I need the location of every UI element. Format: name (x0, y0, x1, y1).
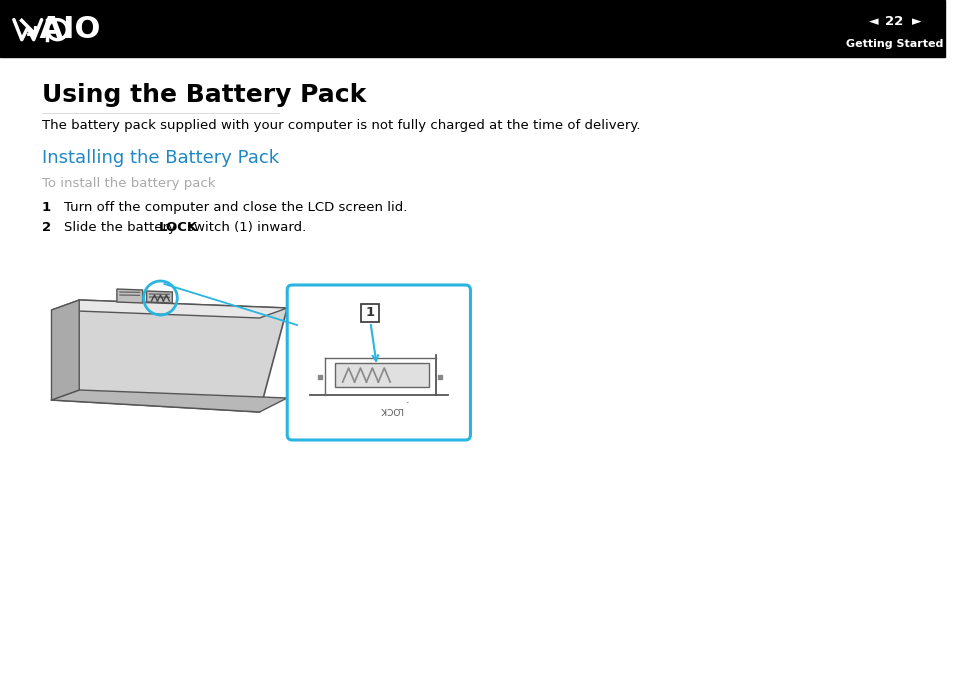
Text: switch (1) inward.: switch (1) inward. (182, 221, 306, 234)
Polygon shape (147, 291, 172, 303)
Text: The battery pack supplied with your computer is not fully charged at the time of: The battery pack supplied with your comp… (42, 119, 639, 132)
Polygon shape (51, 390, 287, 412)
FancyBboxPatch shape (287, 285, 470, 440)
Text: LOCK: LOCK (379, 405, 403, 414)
Text: Getting Started: Getting Started (844, 40, 942, 49)
Bar (361, 304, 379, 322)
Text: LOCK: LOCK (158, 221, 197, 234)
Text: ►: ► (911, 15, 921, 28)
Polygon shape (51, 300, 287, 412)
Text: Using the Battery Pack: Using the Battery Pack (42, 83, 365, 107)
Text: ↘AIO: ↘AIO (15, 15, 101, 44)
Polygon shape (117, 289, 142, 303)
Text: To install the battery pack: To install the battery pack (42, 177, 214, 190)
Polygon shape (51, 300, 287, 318)
Text: Installing the Battery Pack: Installing the Battery Pack (42, 149, 278, 167)
Bar (0, 0, 943, 57)
Text: 1: 1 (365, 307, 375, 319)
Text: Turn off the computer and close the LCD screen lid.: Turn off the computer and close the LCD … (64, 201, 407, 214)
Polygon shape (51, 300, 79, 400)
Text: 22: 22 (884, 15, 902, 28)
Bar (335, 363, 429, 387)
Text: ·: · (406, 398, 409, 408)
Text: ◄: ◄ (867, 15, 878, 28)
Text: Slide the battery: Slide the battery (64, 221, 180, 234)
Text: 2: 2 (42, 221, 51, 234)
Text: 1: 1 (42, 201, 51, 214)
